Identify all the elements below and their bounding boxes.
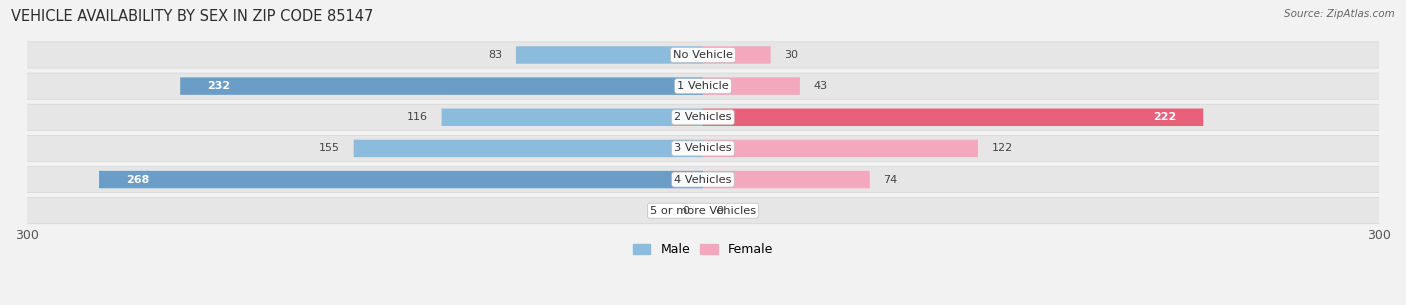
- Text: 1 Vehicle: 1 Vehicle: [678, 81, 728, 91]
- Text: 74: 74: [883, 174, 897, 185]
- Text: No Vehicle: No Vehicle: [673, 50, 733, 60]
- Text: 3 Vehicles: 3 Vehicles: [675, 143, 731, 153]
- Text: 116: 116: [408, 112, 427, 122]
- Text: 268: 268: [127, 174, 149, 185]
- FancyBboxPatch shape: [180, 77, 703, 95]
- Legend: Male, Female: Male, Female: [628, 238, 778, 261]
- FancyBboxPatch shape: [22, 198, 1384, 224]
- FancyBboxPatch shape: [703, 171, 870, 188]
- FancyBboxPatch shape: [441, 109, 703, 126]
- FancyBboxPatch shape: [703, 77, 800, 95]
- FancyBboxPatch shape: [22, 73, 1384, 99]
- Text: 122: 122: [991, 143, 1012, 153]
- FancyBboxPatch shape: [354, 140, 703, 157]
- Text: Source: ZipAtlas.com: Source: ZipAtlas.com: [1284, 9, 1395, 19]
- Text: 2 Vehicles: 2 Vehicles: [675, 112, 731, 122]
- Text: 30: 30: [785, 50, 799, 60]
- Text: 0: 0: [717, 206, 724, 216]
- Text: 232: 232: [207, 81, 231, 91]
- FancyBboxPatch shape: [516, 46, 703, 64]
- Text: 43: 43: [814, 81, 828, 91]
- Text: 5 or more Vehicles: 5 or more Vehicles: [650, 206, 756, 216]
- FancyBboxPatch shape: [22, 104, 1384, 130]
- FancyBboxPatch shape: [98, 171, 703, 188]
- FancyBboxPatch shape: [703, 109, 1204, 126]
- FancyBboxPatch shape: [22, 42, 1384, 68]
- Text: 0: 0: [682, 206, 689, 216]
- FancyBboxPatch shape: [22, 135, 1384, 161]
- FancyBboxPatch shape: [703, 140, 979, 157]
- Text: VEHICLE AVAILABILITY BY SEX IN ZIP CODE 85147: VEHICLE AVAILABILITY BY SEX IN ZIP CODE …: [11, 9, 374, 24]
- FancyBboxPatch shape: [703, 46, 770, 64]
- FancyBboxPatch shape: [22, 167, 1384, 193]
- Text: 83: 83: [488, 50, 502, 60]
- Text: 155: 155: [319, 143, 340, 153]
- Text: 4 Vehicles: 4 Vehicles: [675, 174, 731, 185]
- Text: 222: 222: [1153, 112, 1177, 122]
